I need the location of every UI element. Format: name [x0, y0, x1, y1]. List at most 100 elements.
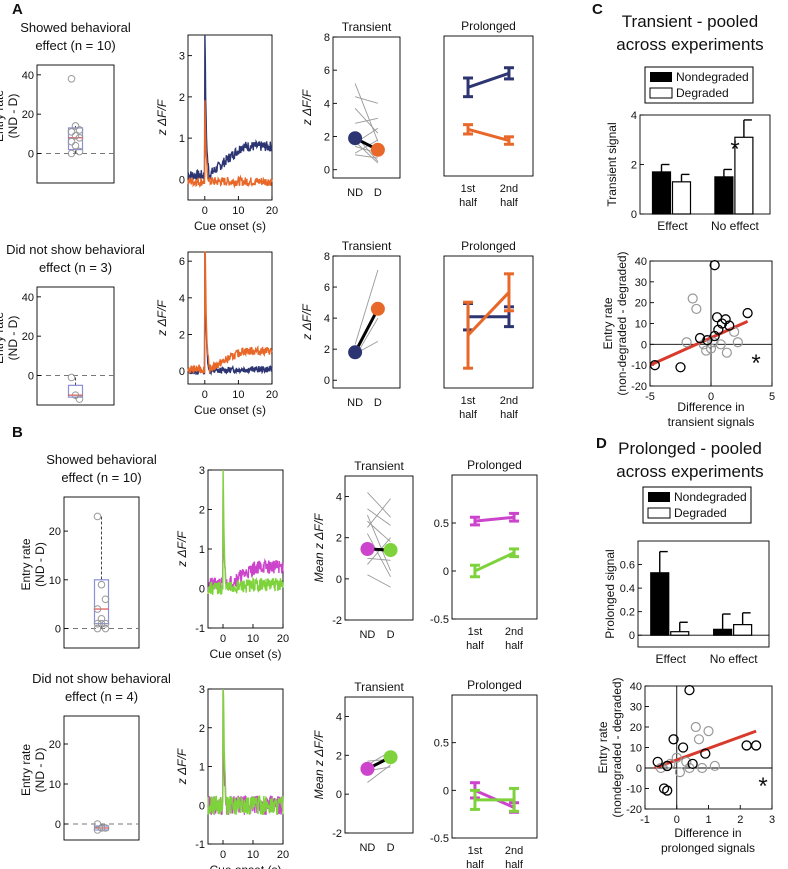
data-point	[93, 512, 102, 521]
y-tick-label: -20	[631, 381, 647, 393]
pair-line	[367, 498, 391, 528]
box-title-line1: Showed behavioral	[20, 20, 131, 35]
axes-frame	[637, 540, 770, 648]
y-tick-label: 0	[199, 584, 205, 596]
data-point	[67, 373, 76, 382]
y-axis-label: Transient signal	[605, 122, 619, 206]
axes-frame	[451, 694, 538, 839]
bar	[714, 176, 734, 215]
trace-line-d	[187, 251, 273, 374]
y-axis-label: z ΔF/F	[175, 531, 189, 568]
panel-title: Prolonged	[467, 458, 522, 472]
y-tick-label: 30	[635, 277, 647, 289]
data-point-black	[741, 740, 752, 751]
y-tick-label: 0	[179, 366, 185, 378]
axes-frame	[63, 496, 140, 649]
y-tick-label: 20	[635, 298, 647, 310]
data-point-gray	[721, 347, 732, 358]
pair-line	[354, 269, 379, 345]
y-tick-label: 0	[55, 819, 61, 831]
pair-line	[367, 514, 391, 571]
x-tick-label: 2nd	[500, 395, 518, 407]
series-line	[467, 71, 510, 89]
box-title-line1: Showed behavioral	[46, 452, 157, 467]
x-tick-label: ND	[359, 842, 375, 854]
bar	[733, 624, 753, 636]
y-tick-label: 0	[629, 630, 635, 642]
y-axis-label: Entry rate	[596, 721, 610, 773]
panel-letter-b: B	[12, 424, 23, 441]
y-tick-label: 40	[22, 70, 34, 82]
mean-dot-nd	[348, 345, 363, 360]
data-point	[71, 122, 80, 130]
y-axis-label: Entry rate	[19, 744, 33, 796]
pair-line	[355, 154, 378, 159]
series-line	[466, 291, 511, 337]
y-tick-label: 40	[635, 256, 647, 268]
y-tick-label: 20	[49, 739, 61, 751]
y-tick-label: 0	[55, 624, 61, 636]
y-tick-label: 10	[635, 319, 647, 331]
x-axis-label: prolonged signals	[661, 841, 755, 855]
x-tick-label: 1st	[461, 183, 476, 195]
data-point	[97, 824, 106, 832]
mean-dot-nd	[360, 542, 375, 557]
mean-dot-d	[383, 543, 398, 558]
x-tick-label: half	[466, 859, 485, 869]
data-point	[71, 132, 80, 140]
data-point-gray	[701, 345, 712, 356]
data-point-gray	[715, 339, 726, 350]
x-tick-label: 2	[737, 814, 743, 826]
data-point-gray	[665, 758, 676, 770]
data-point	[101, 624, 110, 633]
x-tick-label: D	[387, 842, 395, 854]
data-point-gray	[693, 734, 705, 745]
data-point-gray	[687, 293, 698, 304]
y-tick-label: 2	[199, 723, 205, 735]
data-point-black	[709, 260, 720, 271]
y-tick-label: 3	[179, 51, 185, 63]
axes-frame	[443, 35, 534, 177]
y-tick-label: 0	[336, 574, 342, 586]
x-tick-label: 2nd	[505, 626, 523, 638]
panel-title: Transient	[342, 20, 392, 34]
series-line	[474, 515, 515, 523]
data-point-gray	[671, 752, 682, 763]
box-title-line2: effect (n = 3)	[39, 260, 112, 275]
pair-line	[354, 83, 379, 142]
legend-label: Nondegraded	[674, 490, 747, 504]
data-point-gray	[655, 762, 666, 774]
data-point	[67, 74, 76, 83]
x-tick-label: 10	[247, 849, 259, 861]
data-point	[67, 137, 76, 146]
mean-dot-nd	[348, 131, 363, 146]
box-title-line2: effect (n = 10)	[35, 38, 115, 53]
data-point-gray	[674, 766, 686, 778]
data-point-black	[668, 734, 679, 745]
data-point-gray	[729, 326, 740, 337]
x-tick-label: ND	[347, 397, 363, 409]
x-tick-label: 1st	[461, 395, 476, 407]
x-tick-label: Effect	[657, 219, 688, 233]
axes-frame	[63, 715, 140, 841]
chart-title: Transient - pooled	[622, 12, 758, 31]
data-point	[67, 149, 76, 158]
axes-frame	[207, 469, 284, 629]
data-point-black	[649, 360, 661, 371]
y-axis-label: Entry rate	[601, 297, 615, 349]
data-point	[93, 820, 102, 828]
y-tick-label: 4	[336, 711, 342, 723]
pair-line	[354, 96, 379, 104]
y-tick-label: 0	[336, 789, 342, 801]
y-tick-label: 10	[49, 575, 61, 587]
data-point-black	[658, 783, 670, 794]
y-tick-label: 6	[324, 282, 330, 294]
data-point	[75, 395, 84, 403]
y-tick-label: 3	[199, 465, 205, 477]
data-point-gray	[708, 337, 719, 348]
x-tick-label: 20	[266, 205, 278, 217]
y-axis-label: z ΔF/F	[300, 304, 314, 341]
axes-frame	[187, 34, 273, 201]
y-tick-label: 2	[199, 505, 205, 517]
y-axis-label: (non-degraded - degraded)	[615, 251, 629, 395]
